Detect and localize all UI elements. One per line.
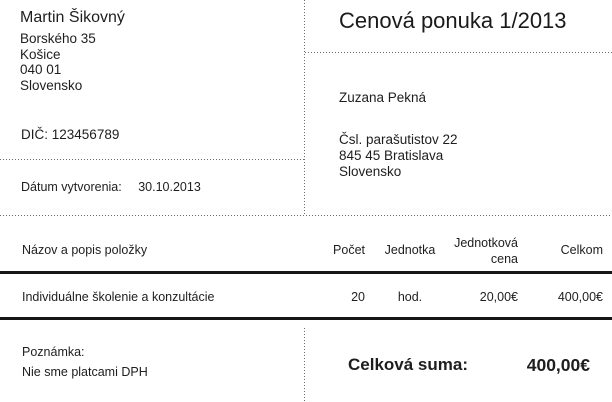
- item-unit-price: 20,00€: [479, 290, 518, 304]
- header-table-divider: [0, 215, 612, 216]
- item-name: Individuálne školenie a konzultácie: [22, 290, 215, 304]
- creation-date-line: Dátum vytvorenia: 30.10.2013: [21, 180, 201, 194]
- tax-id-label: DIČ:: [21, 127, 48, 142]
- recipient-address-line: 845 45 Bratislava: [339, 148, 444, 164]
- tax-id-value: 123456789: [51, 127, 120, 142]
- sender-address: Borského 35 Košice 040 01 Slovensko: [20, 31, 96, 93]
- recipient-address-line: Slovensko: [339, 164, 402, 180]
- footer-column-divider: [304, 328, 305, 402]
- tax-id-line: DIČ: 123456789: [21, 127, 119, 142]
- item-unit: hod.: [397, 290, 423, 304]
- creation-date-label: Dátum vytvorenia:: [21, 180, 122, 194]
- sender-address-line: Slovensko: [20, 77, 83, 93]
- note-text: Nie sme platcami DPH: [22, 365, 148, 379]
- table-header-total: Celkom: [560, 243, 603, 257]
- recipient-address-line: Čsl. parašutistov 22: [339, 132, 458, 147]
- title-divider: [305, 52, 612, 53]
- grand-total-label: Celková suma:: [348, 355, 468, 374]
- sender-address-line: Borského 35: [20, 31, 96, 46]
- recipient-address: Čsl. parašutistov 22 845 45 Bratislava S…: [339, 132, 458, 181]
- table-bottom-rule: [0, 317, 612, 320]
- sender-name: Martin Šikovný: [20, 9, 125, 26]
- table-header-quantity: Počet: [333, 243, 365, 257]
- note-label: Poznámka:: [22, 345, 85, 359]
- recipient-name: Zuzana Pekná: [339, 90, 427, 105]
- top-column-divider: [304, 0, 305, 215]
- creation-date-value: 30.10.2013: [138, 180, 201, 194]
- grand-total-value: 400,00€: [526, 355, 590, 375]
- sender-address-line: Košice: [20, 46, 61, 62]
- sender-address-line: 040 01: [20, 62, 62, 78]
- item-total: 400,00€: [557, 290, 603, 304]
- table-header-unit-price: Jednotková cena: [454, 236, 518, 266]
- sender-date-divider: [0, 159, 304, 160]
- table-header-unit: Jednotka: [384, 243, 436, 257]
- table-header-rule: [0, 271, 612, 274]
- page-title: Cenová ponuka 1/2013: [339, 8, 567, 33]
- item-quantity: 20: [351, 290, 365, 304]
- table-header-item-name: Názov a popis položky: [22, 243, 148, 257]
